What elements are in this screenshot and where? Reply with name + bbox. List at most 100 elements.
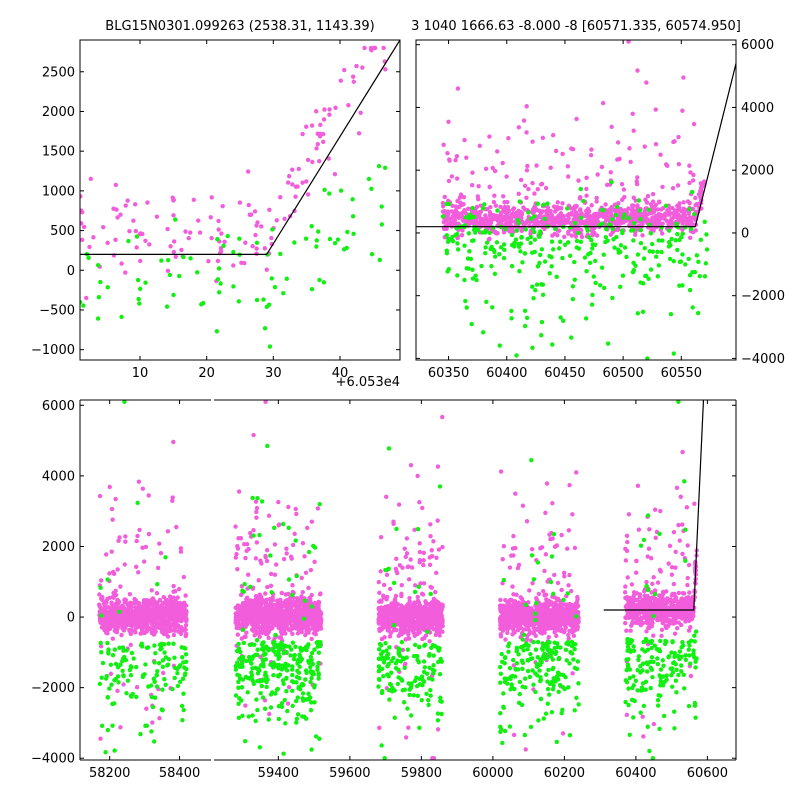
data-point-green <box>233 667 239 672</box>
data-point-green <box>284 276 289 281</box>
data-point-green <box>137 301 142 306</box>
data-point-green <box>379 666 385 672</box>
data-point-green <box>589 302 595 307</box>
data-point-pink <box>528 231 533 236</box>
data-point-green <box>473 273 478 278</box>
data-point-pink <box>383 67 388 72</box>
data-point-green <box>565 240 571 245</box>
data-point-pink <box>453 204 459 209</box>
data-point-pink <box>80 237 85 243</box>
data-point-pink <box>406 577 412 582</box>
data-point-pink <box>246 202 251 208</box>
data-point-pink <box>97 603 102 608</box>
data-point-pink <box>524 104 529 109</box>
data-point-pink <box>268 583 274 589</box>
data-point-pink <box>246 546 251 552</box>
data-point-green <box>165 662 171 667</box>
data-point-pink <box>600 100 606 106</box>
data-point-green <box>156 660 162 666</box>
data-point-green <box>286 663 291 668</box>
data-point-green <box>295 712 301 717</box>
data-point-pink <box>391 519 396 524</box>
data-point-green <box>175 683 181 689</box>
data-point-green <box>292 653 297 658</box>
model-curve <box>416 63 736 228</box>
data-point-green <box>583 316 589 321</box>
data-point-green <box>382 756 387 760</box>
data-point-pink <box>413 611 418 616</box>
data-point-pink <box>406 631 411 637</box>
data-point-pink <box>661 215 666 220</box>
data-point-green <box>290 667 295 672</box>
data-point-green <box>502 247 507 253</box>
data-point-green <box>579 215 584 220</box>
data-point-green <box>302 598 308 603</box>
data-point-green <box>281 751 286 756</box>
data-point-pink <box>254 540 260 545</box>
data-point-green <box>648 231 654 236</box>
data-point-pink <box>394 556 399 561</box>
data-point-green <box>264 684 269 690</box>
data-point-pink <box>502 209 508 215</box>
data-point-green <box>694 253 700 258</box>
data-point-green <box>155 582 160 587</box>
data-point-green <box>275 673 281 679</box>
data-point-green <box>666 244 672 249</box>
data-point-pink <box>143 604 148 610</box>
data-point-pink <box>387 605 392 610</box>
data-point-green <box>369 251 375 257</box>
data-point-pink <box>220 203 225 209</box>
data-point-pink <box>405 603 410 608</box>
data-point-green <box>446 266 451 272</box>
data-point-green <box>316 660 321 666</box>
data-point-pink <box>303 625 309 631</box>
data-point-pink <box>315 141 321 147</box>
data-point-pink <box>107 595 112 601</box>
data-point-pink <box>630 111 635 117</box>
panel-full-marks-left <box>97 400 189 755</box>
data-point-pink <box>258 627 264 632</box>
data-point-pink <box>645 193 651 199</box>
data-point-pink <box>161 670 166 676</box>
data-point-green <box>274 652 279 657</box>
panel-zoom-ytick-label: 1000 <box>42 184 75 199</box>
data-point-green <box>249 670 254 675</box>
data-point-green <box>295 695 301 700</box>
data-point-green <box>539 247 545 252</box>
data-point-green <box>545 201 550 206</box>
panel-season-ytick-label: −4000 <box>741 352 785 367</box>
data-point-green <box>154 673 159 678</box>
data-point-pink <box>167 594 173 599</box>
data-point-green <box>350 214 356 219</box>
data-point-green <box>509 232 515 238</box>
data-point-pink <box>252 209 258 214</box>
data-point-green <box>281 681 286 686</box>
data-point-pink <box>690 206 696 212</box>
data-point-green <box>107 686 112 691</box>
data-point-pink <box>402 662 407 667</box>
data-point-pink <box>317 134 323 139</box>
data-point-pink <box>150 720 155 725</box>
data-point-green <box>179 703 185 709</box>
data-point-green <box>183 659 189 665</box>
data-point-green <box>687 207 692 212</box>
data-point-pink <box>286 627 291 632</box>
data-point-pink <box>135 624 140 630</box>
panel-season-xtick-label: 60550 <box>661 366 702 381</box>
data-point-green <box>467 212 473 217</box>
data-point-pink <box>403 606 409 612</box>
data-point-pink <box>569 233 574 238</box>
data-point-pink <box>304 629 310 634</box>
data-point-pink <box>621 220 626 225</box>
data-point-pink <box>392 597 398 602</box>
data-point-green <box>110 723 115 728</box>
data-point-green <box>290 592 295 598</box>
data-point-green <box>428 688 433 693</box>
data-point-pink <box>288 603 293 609</box>
data-point-green <box>575 230 581 236</box>
data-point-green <box>159 258 164 263</box>
data-point-green <box>584 268 589 274</box>
data-point-pink <box>346 103 351 108</box>
data-point-pink <box>144 600 150 605</box>
data-point-pink <box>173 598 178 604</box>
